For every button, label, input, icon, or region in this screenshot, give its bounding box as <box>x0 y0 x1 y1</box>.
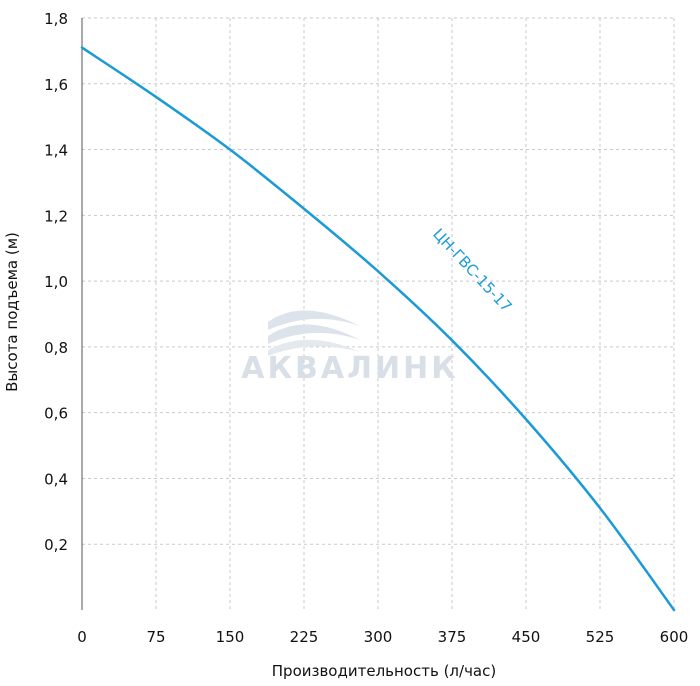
y-tick-label: 1,8 <box>44 10 68 28</box>
x-tick-label: 75 <box>146 628 165 646</box>
series-label: ЦН-ГВС-15-17 <box>429 225 515 316</box>
x-tick-label: 375 <box>438 628 467 646</box>
y-tick-label: 0,6 <box>44 405 68 423</box>
y-axis-label: Высота подъема (м) <box>3 232 21 392</box>
x-tick-label: 450 <box>512 628 541 646</box>
series-line <box>80 46 676 612</box>
y-tick-label: 0,2 <box>44 536 68 554</box>
y-tick-label: 1,6 <box>44 76 68 94</box>
y-tick-label: 1,2 <box>44 207 68 225</box>
y-tick-label: 0,8 <box>44 339 68 357</box>
y-tick-label: 0,4 <box>44 470 68 488</box>
series-layer: ЦН-ГВС-15-17 <box>80 46 676 612</box>
x-tick-label: 600 <box>660 628 689 646</box>
watermark: АКВАЛИНК <box>241 310 458 386</box>
y-tick-label: 1,4 <box>44 142 68 160</box>
wave-logo-icon <box>268 310 360 356</box>
x-tick-label: 300 <box>364 628 393 646</box>
axes: 0 75 150 225 300 375 450 525 600 0,2 0,4 0,6 0,8 1,0 1… <box>44 10 688 646</box>
x-tick-label: 225 <box>290 628 319 646</box>
x-axis-label: Производительность (л/час) <box>272 662 496 680</box>
y-tick-label: 1,0 <box>44 273 68 291</box>
x-tick-label: 525 <box>586 628 615 646</box>
grid-lines <box>82 17 675 610</box>
x-tick-label: 0 <box>77 628 87 646</box>
x-tick-label: 150 <box>216 628 245 646</box>
watermark-text: АКВАЛИНК <box>241 351 458 386</box>
